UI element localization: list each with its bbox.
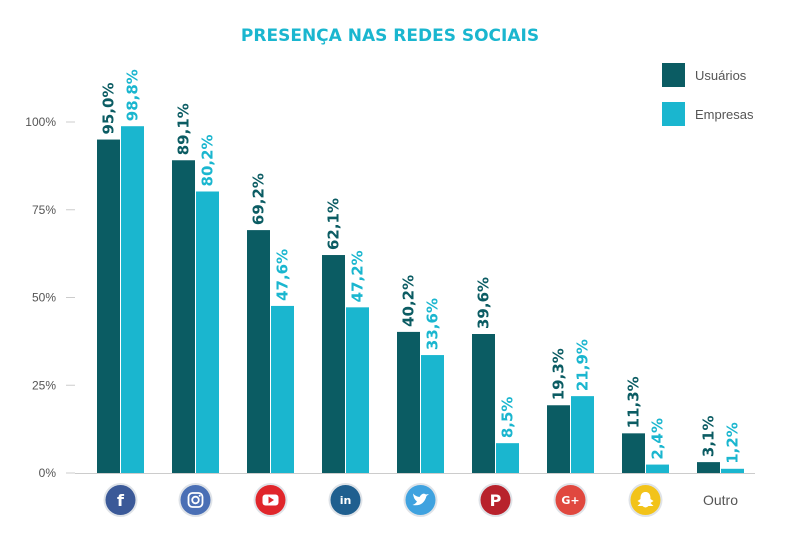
bar-empresas-instagram (196, 191, 219, 474)
bar-empresas-twitter (421, 355, 444, 473)
bar-empresas-youtube (271, 305, 294, 473)
data-label: 21,9% (574, 339, 592, 391)
legend-label-empresas: Empresas (695, 107, 754, 122)
value-labels: 95,0% 98,8% 89,1% 80,2% 69,2% 47,6% 62,1% 47,2%… (100, 69, 742, 464)
data-label: 2,4% (649, 418, 667, 460)
data-label: 69,2% (250, 173, 268, 225)
linkedin-icon: in (328, 483, 363, 517)
svg-text:in: in (340, 494, 352, 507)
svg-text:P: P (490, 491, 502, 510)
bar-usu-rios-facebook (97, 139, 120, 474)
bar-usu-rios-outro (697, 462, 720, 473)
y-tick-label: 50% (32, 291, 56, 305)
pinterest-icon: P (478, 483, 513, 517)
data-label: 3,1% (700, 416, 718, 458)
bars (97, 126, 744, 474)
category-label: Outro (703, 492, 738, 508)
category-icons: f in P G+ Outro (103, 483, 738, 517)
data-label: 33,6% (424, 298, 442, 350)
twitter-icon (403, 483, 438, 517)
bar-usu-rios-google-plus (547, 405, 570, 473)
data-label: 11,3% (625, 376, 643, 428)
bar-empresas-outro (721, 468, 744, 473)
data-label: 95,0% (100, 83, 118, 135)
data-label: 39,6% (475, 277, 493, 329)
data-label: 89,1% (175, 103, 193, 155)
data-label: 80,2% (199, 134, 217, 186)
data-label: 19,3% (550, 348, 568, 400)
data-label: 47,2% (349, 250, 367, 302)
data-label: 8,5% (499, 397, 517, 439)
data-label: 62,1% (325, 198, 343, 250)
bar-empresas-linkedin (346, 307, 369, 473)
bar-empresas-facebook (121, 126, 144, 473)
y-tick-label: 100% (25, 115, 56, 129)
bar-empresas-pinterest (496, 443, 519, 473)
data-label: 98,8% (124, 69, 142, 121)
snapchat-icon (628, 483, 663, 517)
bar-empresas-google-plus (571, 396, 594, 473)
bar-usu-rios-linkedin (322, 255, 345, 473)
bar-usu-rios-youtube (247, 230, 270, 473)
legend-label-usuarios: Usuários (695, 68, 747, 83)
youtube-icon (253, 483, 288, 517)
data-label: 47,6% (274, 249, 292, 301)
svg-text:f: f (117, 491, 125, 510)
y-tick-label: 25% (32, 378, 56, 392)
legend: Usuários Empresas (662, 63, 754, 126)
bar-empresas-snapchat (646, 464, 669, 473)
bar-usu-rios-instagram (172, 160, 195, 473)
y-tick-label: 0% (39, 466, 57, 480)
bar-usu-rios-pinterest (472, 334, 495, 473)
bar-usu-rios-twitter (397, 331, 420, 473)
y-tick-label: 75% (32, 203, 56, 217)
instagram-icon (178, 483, 213, 517)
legend-swatch-usuarios (662, 63, 685, 87)
y-axis: 0% 25% 50% 75% 100% (25, 115, 755, 480)
svg-text:G+: G+ (561, 494, 579, 507)
data-label: 40,2% (400, 275, 418, 327)
legend-swatch-empresas (662, 102, 685, 126)
google-plus-icon: G+ (553, 483, 588, 517)
data-label: 1,2% (724, 422, 742, 464)
facebook-icon: f (103, 483, 138, 517)
chart-title: PRESENÇA NAS REDES SOCIAIS (241, 26, 539, 46)
bar-usu-rios-snapchat (622, 433, 645, 473)
